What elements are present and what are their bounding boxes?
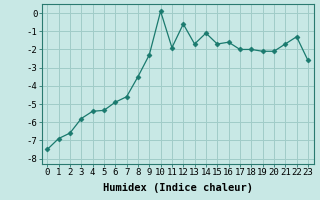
X-axis label: Humidex (Indice chaleur): Humidex (Indice chaleur) [103,183,252,193]
